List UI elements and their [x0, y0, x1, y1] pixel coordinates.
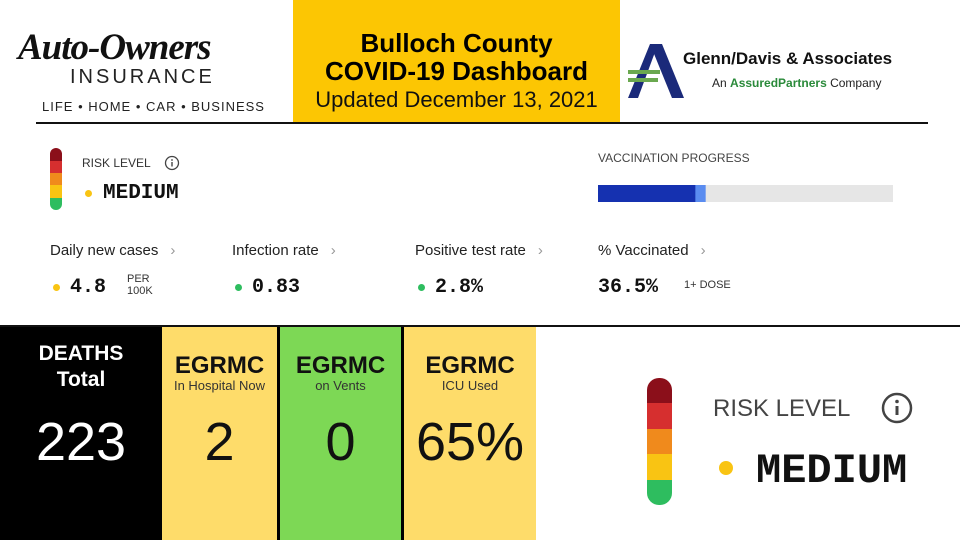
metric-dot — [235, 284, 242, 291]
tile: EGRMC In Hospital Now 2 — [162, 327, 280, 540]
chevron: › — [330, 242, 336, 259]
metric-dot — [53, 284, 60, 291]
progress-bar — [598, 185, 696, 202]
risk-meter — [50, 148, 62, 210]
metric-unit: 1+ DOSE — [684, 279, 731, 291]
tile-title: EGRMC — [174, 352, 265, 379]
metric-label: Daily new cases › — [50, 242, 175, 259]
metric-label: Positive test rate › — [415, 242, 543, 259]
tile: DEATHS Total 223 — [0, 327, 162, 540]
risk-large-dot — [719, 461, 733, 475]
vaccination-label: VACCINATION PROGRESS — [598, 151, 750, 165]
tile-value: 65% — [415, 412, 525, 472]
sponsor-right-name: Glenn/Davis & Associates — [683, 49, 893, 68]
chevron: › — [700, 242, 706, 259]
metric-label-text: % Vaccinated — [598, 242, 689, 259]
tile-title: EGRMC — [425, 352, 515, 379]
metric-unit-line: PER — [127, 273, 150, 285]
metric-label: Infection rate › — [232, 242, 336, 259]
info-icon-large[interactable] — [881, 392, 913, 424]
sponsor-right-icon — [628, 44, 684, 98]
tile-subtitle: on Vents — [315, 378, 366, 393]
header: Auto-Owners INSURANCE LIFE • HOME • CAR … — [0, 0, 960, 125]
risk-dot — [85, 190, 92, 197]
metric-unit: PER 100K — [127, 273, 153, 297]
metric-value: 2.8% — [435, 276, 484, 299]
tile-subtitle: ICU Used — [441, 378, 499, 393]
risk-level: MEDIUM — [103, 182, 179, 205]
tile-title: Total — [56, 368, 106, 391]
chevron: › — [537, 242, 543, 259]
risk-large-label: RISK LEVEL — [713, 395, 851, 422]
metric-label-text: Positive test rate — [415, 242, 526, 259]
tile: EGRMC ICU Used 65% — [404, 327, 536, 540]
tile-title: DEATHS — [38, 342, 124, 365]
metric-label-text: Daily new cases — [50, 242, 159, 259]
tile-subtitle: In Hospital Now — [173, 378, 266, 393]
metric-value: 4.8 — [70, 276, 107, 299]
sponsor-right-sub-brand: AssuredPartners — [730, 76, 827, 90]
sponsor-left-sub: INSURANCE — [70, 66, 215, 88]
metric-value: 36.5% — [598, 276, 659, 299]
chevron: › — [170, 242, 176, 259]
title-line: Bulloch County — [360, 28, 553, 58]
sponsor-left-tagline: LIFE • HOME • CAR • BUSINESS — [42, 99, 265, 114]
divider — [36, 122, 928, 124]
sponsor-right-sub-suffix: Company — [830, 76, 882, 90]
risk-meter-large — [647, 378, 672, 505]
metric-label: % Vaccinated › — [598, 242, 706, 259]
metric-unit-line: 100K — [127, 285, 153, 297]
sponsor-right-sub-prefix: An — [712, 76, 727, 90]
tile-value: 2 — [204, 412, 235, 472]
metric-dot — [418, 284, 425, 291]
updated-date: Updated December 13, 2021 — [315, 87, 598, 112]
info-icon[interactable] — [164, 155, 180, 171]
metric-unit-line: 1+ DOSE — [684, 279, 731, 291]
vaccination-bar — [598, 185, 893, 202]
tile-value: 0 — [325, 412, 356, 472]
panel-border — [0, 325, 960, 327]
metric-value: 0.83 — [252, 276, 301, 299]
title-line: COVID-19 Dashboard — [325, 56, 588, 86]
tile-value: 223 — [35, 412, 127, 472]
tile: EGRMC on Vents 0 — [280, 327, 404, 540]
metric-label-text: Infection rate — [232, 242, 319, 259]
risk-label: RISK LEVEL — [82, 156, 151, 170]
title-box: Bulloch County COVID-19 Dashboard Update… — [293, 0, 620, 122]
sponsor-left-name: Auto-Owners — [18, 27, 212, 68]
tile-title: EGRMC — [295, 352, 386, 379]
sponsor-right-sub: An AssuredPartners Company — [712, 76, 881, 90]
risk-large-level: MEDIUM — [756, 447, 908, 495]
